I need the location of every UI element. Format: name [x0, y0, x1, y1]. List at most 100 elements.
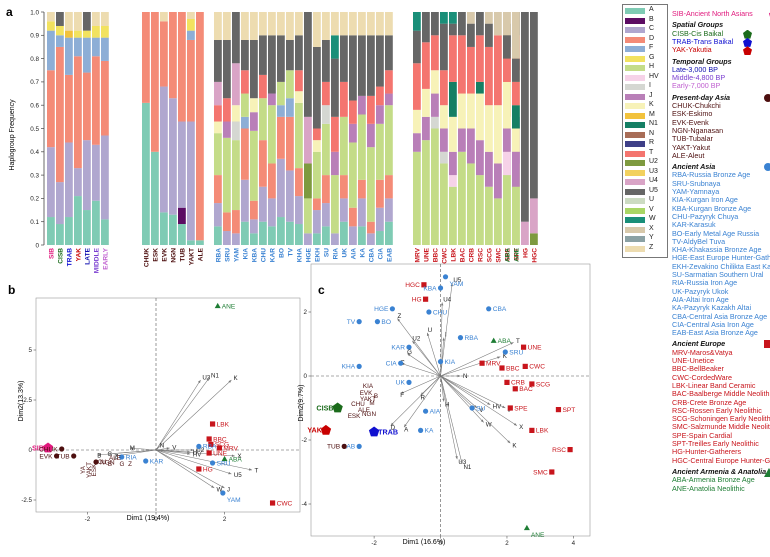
- bar-segment-late-d: [83, 72, 91, 141]
- bar-segment-yam-k: [232, 105, 240, 122]
- arrow-head: [197, 380, 201, 384]
- bar-segment-ngn-c: [169, 98, 177, 215]
- stacked-bar-chart: 0 0.1 0.2 0.3 0.4 0.5 0.6 0.7 0.8 0.9 1.0 SIB CISB TR…: [30, 9, 538, 273]
- point-label-sru: SRU: [217, 460, 231, 467]
- arrow-head: [166, 447, 170, 450]
- arrow-label-u4: U4: [443, 296, 451, 303]
- arrow-head: [206, 378, 210, 382]
- x-tick-label-rba: RBA: [215, 248, 222, 263]
- point-trab: [368, 426, 380, 437]
- arrow-head: [412, 340, 416, 344]
- bar-segment-sib-c: [47, 147, 55, 218]
- point-kar: [406, 344, 412, 350]
- y-tick-label: 1.0: [30, 9, 39, 16]
- point-ka: [418, 427, 424, 433]
- bar-segment-mrv-h: [413, 151, 421, 245]
- arrow-label-hv: HV: [493, 403, 502, 410]
- bar-segment-bbc-j: [431, 93, 439, 117]
- point-scg: [529, 381, 535, 387]
- y-tick-label: 0.1: [30, 219, 39, 226]
- bar-segment-yakt-z: [187, 12, 195, 19]
- point-aia: [422, 408, 429, 414]
- bar-segment-sru-z: [223, 12, 231, 40]
- arrow-head: [513, 422, 517, 426]
- bar-segment-cba-u5: [367, 35, 375, 96]
- point-label-sib: SIB: [32, 443, 44, 452]
- point-label-yam: YAM: [227, 497, 241, 504]
- arrow-label-d: D: [391, 425, 396, 432]
- legend-entry: YAM-Yamnaya: [672, 187, 720, 196]
- legend-swatch-r: [625, 141, 645, 147]
- bar-segment-su-t: [322, 81, 330, 106]
- bar-segment-yak-d: [74, 56, 82, 169]
- legend-swatch-hv: [625, 74, 645, 81]
- bar-segment-hge-u2: [304, 163, 312, 199]
- bar-segment-uk-h: [340, 116, 348, 176]
- legend-entry: Late-3,000 BP: [672, 64, 718, 74]
- point-label-cwc: CWC: [277, 500, 293, 507]
- bar-segment-aba-h: [503, 175, 511, 245]
- legend-entry: ALE-Aleut: [672, 150, 705, 160]
- bar-segment-une-h: [422, 140, 430, 245]
- loading-arrow-t: [155, 449, 253, 471]
- legend-entry: Early-7,000 BP: [672, 81, 721, 91]
- bar-segment-aia-j: [349, 123, 357, 143]
- y-tick-label: 0: [35, 242, 39, 249]
- y-tick-label: 5: [29, 347, 33, 354]
- bar-segment-middle-f: [92, 37, 100, 57]
- legend-swatch-label: N1: [649, 120, 658, 127]
- bar-segment-rba-d: [214, 175, 222, 204]
- bar-segment-mrv-w: [413, 12, 421, 31]
- arrow-head: [426, 332, 430, 336]
- legend-entry: Ancient Armenia & Anatolia: [672, 466, 767, 476]
- arrow-label-j: J: [227, 486, 230, 493]
- loading-arrow-u: [426, 332, 441, 377]
- bar-segment-middle-a: [92, 200, 100, 245]
- legend-swatch-d: [625, 36, 645, 43]
- y-tick-label: 0.4: [30, 149, 39, 156]
- point-sib: [42, 442, 54, 453]
- legend-entry: TV-AldyBel Tuva: [672, 236, 726, 246]
- x-tick-label-chu: CHU: [260, 248, 267, 263]
- panel-letter-b: b: [8, 283, 15, 297]
- bar-segment-yakt-f: [187, 30, 195, 40]
- legend-swatch-label: J: [649, 91, 653, 99]
- bar-segment-cisb-g: [56, 25, 64, 36]
- legend-marker-pentagon: [743, 46, 752, 56]
- point-label-scg: SCG: [536, 381, 550, 388]
- x-tick-label-cwc: CWC: [441, 248, 448, 264]
- legend-swatch-label: HV: [649, 72, 659, 80]
- bar-segment-early-c: [101, 135, 109, 220]
- bar-segment-sru-t: [223, 98, 231, 122]
- point-label-rba: RBA: [464, 335, 478, 342]
- bar-segment-chuk-a: [142, 102, 150, 246]
- arrow-head: [187, 452, 191, 455]
- bar-segment-aia-c: [349, 226, 357, 245]
- figure: a b c Haplogroup Frequency 0 0.1 0.2 0.3 0.4…: [6, 5, 591, 547]
- arrow-label-u3: U3: [202, 374, 210, 381]
- legend-entry: UNE-Unetice: [672, 356, 714, 365]
- legend-swatch-row-w: W: [625, 215, 666, 224]
- bar-segment-scg-k: [485, 105, 493, 152]
- legend-swatch-row-i: I: [625, 82, 666, 91]
- bar-segment-tv-z: [286, 12, 294, 40]
- bar-segment-yakt-g: [187, 18, 195, 31]
- bar-segment-mrv-k: [413, 109, 421, 134]
- point-rba: [457, 335, 464, 341]
- legend-entry: SU-Sarmatian Southern Ural: [672, 270, 764, 279]
- cluster-label-c: C: [98, 459, 103, 466]
- arrow-head: [502, 405, 506, 408]
- legend-swatch-u: [625, 198, 645, 204]
- arrow-label-m: M: [130, 445, 135, 452]
- point-label-sru: SRU: [509, 349, 523, 356]
- x-tick-label-cba: CBA: [368, 248, 375, 263]
- point-cisb: [332, 402, 343, 413]
- bar-segment-rba-k: [214, 121, 222, 134]
- arrow-label-h: H: [193, 449, 197, 456]
- arrow-head: [457, 374, 461, 378]
- bar-segment-aba-x: [503, 12, 511, 36]
- bar-segment-mrv-u5: [413, 30, 421, 64]
- legend-swatch-row-hv: HV: [625, 72, 666, 82]
- cluster-label-ale: ALE: [109, 455, 121, 462]
- bar-segment-ale-d: [196, 12, 204, 241]
